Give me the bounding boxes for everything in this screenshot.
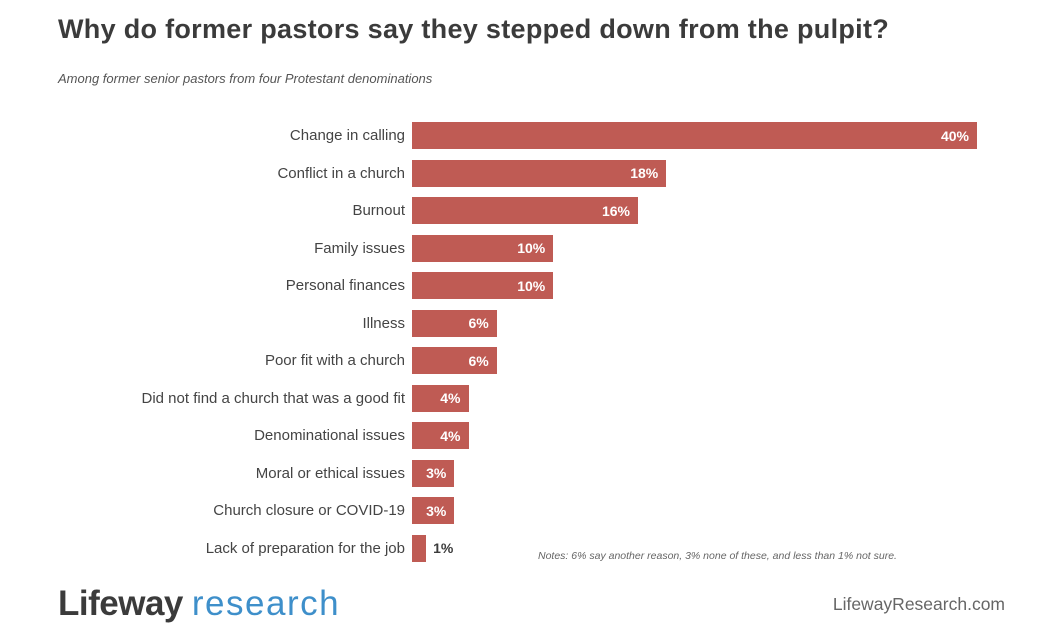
chart-row: Poor fit with a church 6% (58, 342, 1046, 380)
bar-area: 10% (405, 234, 1046, 262)
bar-area: 1% (405, 534, 1046, 562)
bar-area: 3% (405, 459, 1046, 487)
chart-row: Moral or ethical issues 3% (58, 455, 1046, 493)
lifeway-research-logo: Lifeway research (58, 584, 340, 624)
chart-row: Conflict in a church 18% (58, 155, 1046, 193)
bar: 18% (412, 159, 667, 187)
bar: 3% (412, 459, 455, 487)
category-label: Moral or ethical issues (255, 464, 405, 482)
category-label: Change in calling (289, 127, 405, 145)
category-label: Denominational issues (254, 427, 405, 445)
bar-area: 16% (405, 197, 1046, 225)
value-label: 3% (426, 465, 447, 482)
chart-row: Church closure or COVID-19 3% (58, 492, 1046, 530)
page-title: Why do former pastors say they stepped d… (58, 14, 890, 44)
value-label: 4% (440, 390, 461, 407)
chart-row: Family issues 10% (58, 230, 1046, 268)
bar: 6% (412, 309, 497, 337)
value-label: 3% (426, 502, 447, 519)
chart-row: Did not find a church that was a good fi… (58, 380, 1046, 418)
chart-notes: Notes: 6% say another reason, 3% none of… (538, 550, 897, 562)
chart-row: Change in calling 40% (58, 117, 1046, 155)
value-label: 1% (433, 540, 454, 557)
bar: 6% (412, 347, 497, 375)
value-label: 10% (517, 240, 546, 257)
chart-row: Lack of preparation for the job 1% (58, 530, 1046, 568)
value-label: 6% (468, 352, 489, 369)
bar: 10% (412, 234, 554, 262)
logo-primary-text: Lifeway (58, 584, 183, 623)
bar-area: 4% (405, 422, 1046, 450)
bar: 4% (412, 384, 469, 412)
value-label: 16% (601, 202, 630, 219)
value-label: 40% (940, 127, 969, 144)
value-label: 10% (517, 277, 546, 294)
category-label: Poor fit with a church (264, 352, 405, 370)
bar: 16% (412, 197, 638, 225)
logo-secondary-text: research (191, 584, 341, 623)
category-label: Family issues (314, 239, 405, 257)
bar-area: 6% (405, 347, 1046, 375)
bar-chart: Change in calling 40% Conflict in a church… (58, 117, 1046, 567)
chart-subtitle: Among former senior pastors from four Pr… (58, 71, 433, 86)
category-label: Lack of preparation for the job (205, 539, 405, 557)
footer: Lifeway research LifewayResearch.com (58, 584, 1005, 624)
chart-row: Personal finances 10% (58, 267, 1046, 305)
value-label: 18% (630, 165, 659, 182)
chart-row: Burnout 16% (58, 192, 1046, 230)
website-url: LifewayResearch.com (832, 593, 1005, 614)
category-label: Illness (362, 314, 405, 332)
bar: 10% (412, 272, 554, 300)
category-label: Conflict in a church (277, 164, 405, 182)
bar-area: 6% (405, 309, 1046, 337)
bar (412, 534, 427, 562)
value-label: 4% (440, 427, 461, 444)
chart-row: Illness 6% (58, 305, 1046, 343)
value-label: 6% (468, 315, 489, 332)
bar-area: 18% (405, 159, 1046, 187)
bar-area: 3% (405, 497, 1046, 525)
bar-area: 4% (405, 384, 1046, 412)
category-label: Church closure or COVID-19 (213, 502, 405, 520)
bar: 40% (412, 122, 977, 150)
category-label: Burnout (352, 202, 405, 220)
chart-row: Denominational issues 4% (58, 417, 1046, 455)
category-label: Did not find a church that was a good fi… (141, 389, 406, 407)
bar: 3% (412, 497, 455, 525)
bar-area: 40% (405, 122, 1046, 150)
category-label: Personal finances (285, 277, 405, 295)
bar-area: 10% (405, 272, 1046, 300)
bar: 4% (412, 422, 469, 450)
